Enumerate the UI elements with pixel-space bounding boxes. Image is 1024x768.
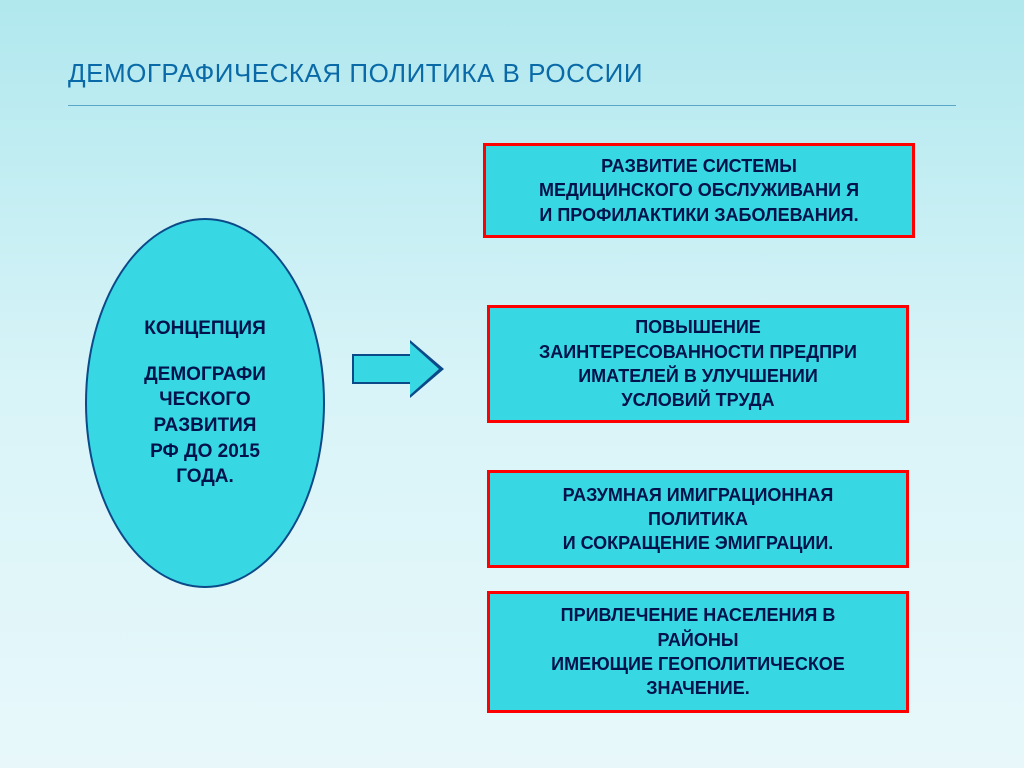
box-labor: ПОВЫШЕНИЕЗАИНТЕРЕСОВАННОСТИ ПРЕДПРИИМАТЕ… bbox=[487, 305, 909, 423]
arrow-head-fill bbox=[410, 343, 439, 395]
box-migration-label: РАЗУМНАЯ ИМИГРАЦИОННАЯПОЛИТИКАИ СОКРАЩЕН… bbox=[563, 483, 834, 556]
box-med: РАЗВИТИЕ СИСТЕМЫМЕДИЦИНСКОГО ОБСЛУЖИВАНИ… bbox=[483, 143, 915, 238]
arrow-shaft bbox=[352, 354, 410, 384]
box-geo-label: ПРИВЛЕЧЕНИЕ НАСЕЛЕНИЯ ВРАЙОНЫИМЕЮЩИЕ ГЕО… bbox=[551, 603, 845, 700]
box-geo: ПРИВЛЕЧЕНИЕ НАСЕЛЕНИЯ ВРАЙОНЫИМЕЮЩИЕ ГЕО… bbox=[487, 591, 909, 713]
box-med-label: РАЗВИТИЕ СИСТЕМЫМЕДИЦИНСКОГО ОБСЛУЖИВАНИ… bbox=[539, 154, 859, 227]
ellipse-concept-label: КОНЦЕПЦИЯДЕМОГРАФИЧЕСКОГОРАЗВИТИЯРФ ДО 2… bbox=[144, 316, 266, 490]
page-title: ДЕМОГРАФИЧЕСКАЯ ПОЛИТИКА В РОССИИ bbox=[68, 58, 956, 99]
title-rule bbox=[68, 105, 956, 106]
arrow-main bbox=[352, 340, 444, 398]
box-labor-label: ПОВЫШЕНИЕЗАИНТЕРЕСОВАННОСТИ ПРЕДПРИИМАТЕ… bbox=[539, 315, 857, 412]
title-block: ДЕМОГРАФИЧЕСКАЯ ПОЛИТИКА В РОССИИ bbox=[68, 58, 956, 106]
ellipse-concept: КОНЦЕПЦИЯДЕМОГРАФИЧЕСКОГОРАЗВИТИЯРФ ДО 2… bbox=[85, 218, 325, 588]
box-migration: РАЗУМНАЯ ИМИГРАЦИОННАЯПОЛИТИКАИ СОКРАЩЕН… bbox=[487, 470, 909, 568]
